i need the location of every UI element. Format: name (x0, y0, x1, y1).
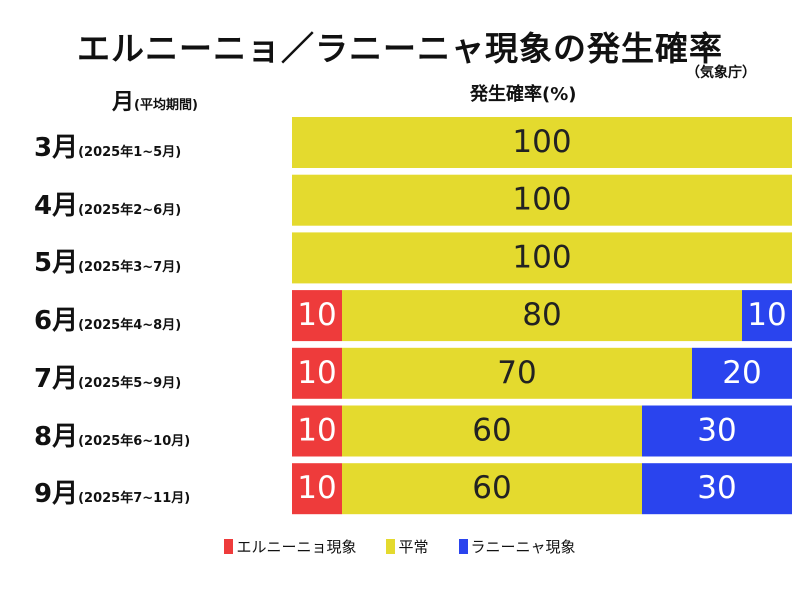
month-header-main: 月 (112, 90, 135, 115)
chart-title: エルニーニョ／ラニーニャ現象の発生確率 (77, 29, 723, 68)
row-label-month: 3月 (34, 133, 79, 163)
row-label-month: 4月 (34, 190, 79, 221)
bar-value-label: 10 (297, 413, 336, 449)
bar-segment (642, 463, 792, 515)
row-label: 9月(2025年7~11月) (34, 473, 190, 510)
row-label-period: (2025年4~8月) (78, 318, 182, 334)
bar-value-label: 80 (522, 297, 561, 333)
row-label-period: (2025年6~10月) (78, 433, 191, 449)
bar-value-label: 30 (697, 470, 736, 506)
row-label: 5月(2025年3~7月) (34, 242, 181, 279)
bar-segment (292, 117, 792, 168)
legend-label: エルニーニョ現象 (236, 538, 357, 556)
bar-value-label: 60 (472, 413, 511, 449)
bar-segment (292, 405, 342, 457)
bar-value-label: 60 (472, 470, 511, 506)
bar-value-label: 100 (512, 239, 571, 275)
bar-segment (692, 347, 792, 399)
legend-swatch (458, 539, 468, 554)
bar-segment (292, 463, 342, 515)
bar-segment (292, 290, 342, 342)
source-label: （気象庁） (686, 65, 756, 81)
legend-label: ラニーニャ現象 (470, 538, 576, 556)
bar-value-label: 10 (297, 355, 336, 391)
month-column-header: 月(平均期間) (112, 84, 198, 116)
bar-segment (742, 290, 792, 342)
bar-segment (642, 405, 792, 457)
row-label-period: (2025年7~11月) (78, 491, 191, 507)
bar-value-label: 10 (747, 297, 786, 333)
bar-segment (292, 347, 342, 399)
bar-segment (342, 347, 692, 399)
probability-column-header: 発生確率(%) (470, 84, 577, 105)
bar-value-label: 100 (512, 182, 571, 218)
bar-segment (342, 463, 642, 515)
row-label-period: (2025年5~9月) (78, 375, 182, 391)
legend-swatch (224, 539, 234, 554)
row-label: 8月(2025年6~10月) (34, 416, 190, 453)
legend-swatch (386, 539, 396, 554)
bar-value-label: 30 (697, 413, 736, 449)
bar-value-label: 10 (297, 297, 336, 333)
row-label-period: (2025年2~6月) (78, 202, 182, 218)
row-label-month: 5月 (34, 248, 79, 279)
row-label-month: 8月 (34, 421, 79, 452)
month-header-sub: (平均期間) (134, 98, 198, 113)
bar-value-label: 70 (497, 355, 536, 391)
row-label-period: (2025年1~5月) (78, 145, 182, 160)
row-label: 4月(2025年2~6月) (34, 185, 181, 222)
legend-item: 平常 (386, 536, 429, 557)
row-label-month: 6月 (34, 306, 79, 337)
bar-segment (292, 174, 792, 226)
row-label: 7月(2025年5~9月) (34, 358, 181, 395)
bar-value-label: 20 (722, 355, 761, 391)
row-label-month: 7月 (34, 363, 79, 394)
legend-label: 平常 (398, 538, 429, 556)
row-label-month: 9月 (34, 479, 79, 510)
bar-segment (342, 290, 742, 342)
bar-segment (342, 405, 642, 457)
bar-value-label: 10 (297, 470, 336, 506)
legend-item: エルニーニョ現象 (224, 536, 356, 557)
row-label: 3月(2025年1~5月) (34, 127, 181, 164)
legend-item: ラニーニャ現象 (458, 536, 576, 557)
legend: エルニーニョ現象 平常 ラニーニャ現象 (0, 536, 800, 557)
row-label: 6月(2025年4~8月) (34, 300, 181, 337)
bar-segment (292, 232, 792, 284)
row-label-period: (2025年3~7月) (78, 260, 182, 276)
bar-value-label: 100 (512, 124, 571, 160)
